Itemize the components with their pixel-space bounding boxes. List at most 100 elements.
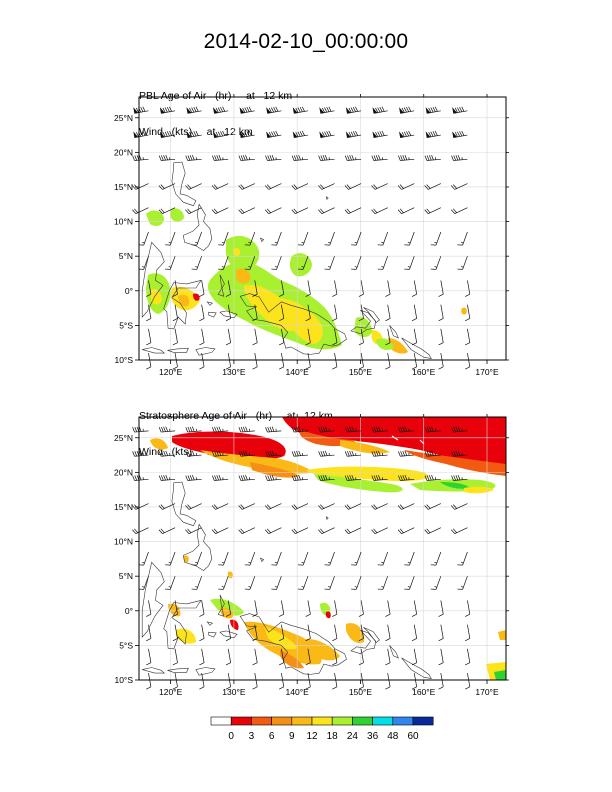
wind-barb [450, 527, 468, 534]
wind-barb [371, 474, 388, 481]
wind-barb [264, 207, 282, 214]
wind-barb [319, 130, 335, 138]
wind-barb [252, 624, 258, 642]
wind-barb [292, 106, 309, 114]
wind-barb [450, 503, 468, 510]
wind-barb [252, 328, 258, 346]
wind-barb [371, 183, 388, 190]
panel-1-header: PBL Age of Air (hr) at 12 km Wind (kts) … [139, 66, 292, 150]
wind-barb [185, 154, 202, 161]
wind-barb [238, 426, 255, 433]
wind-barb [398, 154, 415, 161]
wind-barb [211, 183, 229, 190]
wind-barb [291, 474, 308, 481]
colorbar-label: 12 [306, 731, 318, 742]
wind-barb [211, 207, 229, 214]
wind-barb [158, 450, 176, 457]
wind-barb [438, 600, 444, 617]
wind-barb [291, 503, 309, 510]
wind-barb [172, 648, 178, 666]
wind-barb [438, 648, 444, 666]
wind-barb [186, 106, 202, 114]
wind-barb [252, 304, 258, 322]
wind-barb [438, 304, 444, 322]
wind-barb [225, 304, 231, 322]
wind-barb [371, 527, 388, 534]
wind-barb [344, 207, 362, 214]
wind-barb [385, 673, 391, 690]
colorbar-label: 48 [387, 731, 399, 742]
wind-barb [371, 207, 388, 214]
wind-barb [397, 527, 415, 534]
panel-1-wind-label: Wind (kts) at 12 km [139, 126, 253, 138]
wind-barb [385, 328, 391, 346]
wind-barb [332, 600, 338, 617]
latitude-tick-label: 10°N [114, 537, 133, 547]
coastline [219, 310, 238, 319]
colorbar-swatch [210, 716, 232, 726]
latitude-tick-label: 25°N [114, 113, 133, 123]
wind-barb [218, 256, 229, 270]
wind-barb [292, 130, 309, 138]
wind-barb [291, 183, 309, 190]
wind-barb [146, 624, 152, 642]
wind-barb [218, 231, 229, 246]
wind-barb [438, 280, 444, 297]
wind-barb [404, 576, 415, 590]
wind-barb [264, 503, 282, 510]
wind-barb [438, 353, 444, 370]
coastline [363, 627, 380, 644]
wind-barb [159, 130, 176, 138]
longitude-tick-label: 150°E [349, 367, 373, 377]
longitude-tick-label: 140°E [286, 687, 310, 697]
wind-barb [278, 353, 285, 370]
wind-barb [377, 551, 389, 566]
wind-barb [265, 450, 282, 457]
wind-barb [351, 576, 362, 590]
wind-barb [252, 648, 258, 666]
colorbar-label: 3 [249, 731, 255, 742]
wind-barb [450, 207, 468, 214]
wind-barb [465, 304, 471, 322]
wind-barb [165, 576, 176, 590]
wind-barb [199, 353, 205, 370]
wind-barb [158, 207, 176, 214]
wind-barb [358, 648, 364, 666]
coastline [142, 347, 166, 354]
colorbar-label: 60 [407, 731, 419, 742]
colorbar-swatch [251, 716, 272, 726]
wind-barb [385, 624, 391, 642]
wind-barb [345, 106, 362, 114]
wind-barb [225, 600, 231, 617]
wind-barb [239, 130, 255, 138]
wind-barb [244, 231, 256, 246]
wind-barb [430, 231, 442, 246]
wind-barb [252, 280, 258, 297]
wind-barb [358, 600, 364, 617]
longitude-tick-label: 170°E [475, 367, 499, 377]
colorbar-swatch [331, 716, 353, 726]
wind-barb [225, 648, 231, 666]
wind-barb [278, 328, 285, 346]
wind-barb [318, 183, 335, 190]
wind-barb [158, 503, 176, 510]
colorbar-label: 18 [327, 731, 339, 742]
colorbar-swatch [230, 716, 252, 726]
wind-barb [371, 503, 388, 510]
wind-barb [385, 353, 391, 370]
coastline [208, 311, 217, 318]
wind-barb [305, 304, 311, 322]
wind-barb [212, 130, 229, 138]
coastline [182, 203, 213, 251]
wind-barb [371, 154, 388, 161]
coastline [163, 599, 202, 650]
coastline [259, 237, 265, 243]
wind-barb [318, 503, 335, 510]
wind-barb [172, 600, 178, 617]
wind-barb [244, 576, 256, 590]
wind-barb [424, 527, 441, 534]
wind-barb [238, 474, 255, 481]
wind-barb [411, 280, 418, 297]
wind-barb [146, 600, 152, 617]
wind-barb [351, 231, 362, 246]
